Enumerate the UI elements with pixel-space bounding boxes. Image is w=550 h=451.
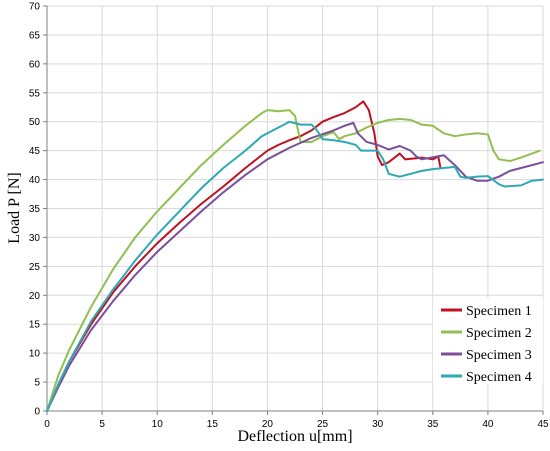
legend-label-specimen-1: Specimen 1: [466, 304, 532, 319]
y-tick-label: 35: [29, 204, 41, 215]
legend-label-specimen-2: Specimen 2: [466, 326, 532, 341]
y-axis-title: Load P [N]: [6, 172, 23, 243]
y-tick-label: 30: [29, 233, 41, 244]
series-line-specimen-3: [46, 121, 544, 412]
x-tick-label: 5: [99, 419, 105, 430]
x-tick-label: 10: [152, 419, 164, 430]
legend: Specimen 1 Specimen 2 Specimen 3 Specimen 4: [433, 298, 543, 385]
y-tick-label: 40: [29, 175, 41, 186]
x-tick-label: 35: [427, 419, 439, 430]
y-tick-label: 65: [29, 30, 41, 41]
x-tick-label: 25: [317, 419, 329, 430]
series-lines: [46, 100, 544, 412]
y-tick-label: 60: [29, 59, 41, 70]
series-line-specimen-2: [46, 109, 541, 412]
y-tick-label: 20: [29, 291, 41, 302]
y-tick-labels: 0 5 10 15 20 25 30 35 40 45 50 55 60 65 70: [29, 2, 41, 418]
y-tick-label: 45: [29, 146, 41, 157]
x-tick-label: 45: [537, 419, 549, 430]
y-tick-label: 70: [29, 2, 41, 13]
y-tick-label: 50: [29, 117, 41, 128]
x-tick-label: 15: [207, 419, 219, 430]
y-tick-label: 10: [29, 349, 41, 360]
series-line-specimen-4: [46, 120, 544, 412]
series-line-specimen-1: [46, 100, 442, 412]
x-tick-label: 20: [262, 419, 274, 430]
y-tick-label: 25: [29, 262, 41, 273]
y-tick-label: 0: [34, 407, 40, 418]
legend-box: [433, 298, 543, 384]
x-tick-labels: 0 5 10 15 20 25 30 35 40 45: [44, 419, 549, 430]
x-axis-title: Deflection u[mm]: [237, 428, 352, 445]
x-tick-label: 30: [372, 419, 384, 430]
y-tick-label: 15: [29, 320, 41, 331]
y-tick-label: 55: [29, 88, 41, 99]
x-tick-label: 40: [482, 419, 494, 430]
legend-label-specimen-4: Specimen 4: [466, 370, 532, 385]
legend-label-specimen-3: Specimen 3: [466, 348, 532, 363]
grid-lines: [43, 5, 544, 415]
x-tick-label: 0: [44, 419, 50, 430]
y-tick-label: 5: [34, 378, 40, 389]
